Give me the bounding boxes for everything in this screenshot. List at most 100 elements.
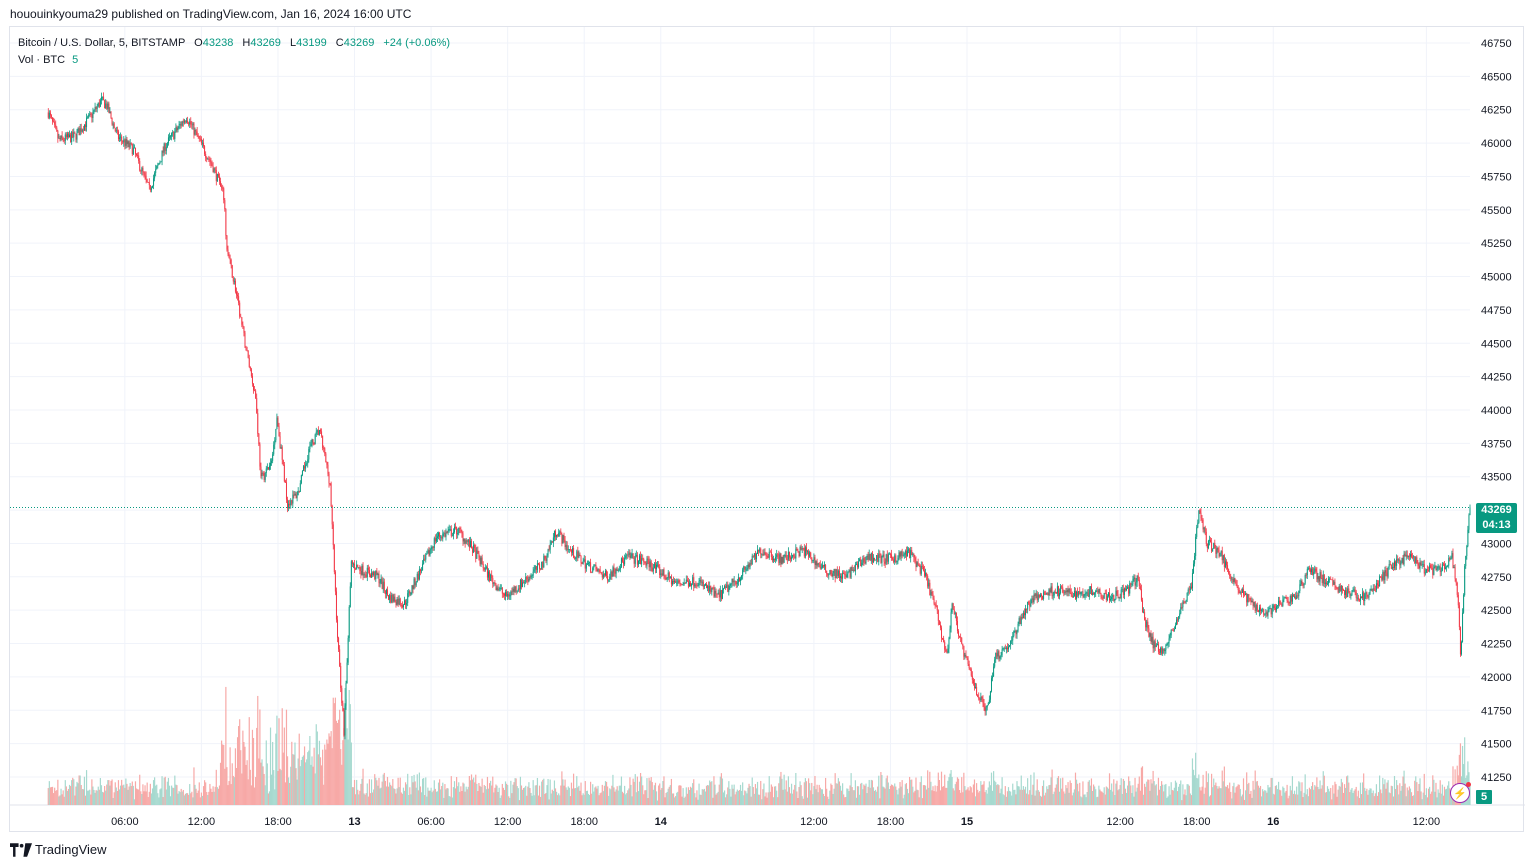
symbol-legend-row[interactable]: Bitcoin / U.S. Dollar, 5, BITSTAMP O4323… bbox=[18, 35, 450, 52]
volume-bar bbox=[862, 789, 864, 805]
candle-body bbox=[317, 430, 319, 435]
candle-body bbox=[1140, 589, 1142, 601]
candle-body bbox=[649, 561, 651, 568]
volume-bar bbox=[66, 790, 69, 805]
volume-bar bbox=[932, 786, 934, 805]
volume-bar bbox=[310, 764, 312, 805]
candle-body bbox=[992, 676, 994, 679]
candle-body bbox=[690, 582, 692, 587]
candle-body bbox=[338, 637, 340, 650]
volume-bar bbox=[144, 785, 146, 805]
volume-bar bbox=[1235, 787, 1237, 805]
candle-body bbox=[1318, 576, 1320, 582]
candle-body bbox=[813, 557, 815, 561]
candle-body bbox=[860, 559, 862, 567]
candle-body bbox=[475, 548, 477, 559]
candle-body bbox=[1407, 555, 1409, 558]
candle-body bbox=[283, 464, 285, 482]
candle-body bbox=[449, 529, 451, 530]
chart-pane[interactable]: 41250 41500 41750 42000 42250 42500 42750 43000… bbox=[9, 26, 1525, 833]
volume-bar bbox=[1283, 787, 1285, 805]
volume-bar bbox=[250, 785, 252, 805]
volume-bar bbox=[1152, 770, 1154, 805]
volume-bar bbox=[1035, 790, 1037, 805]
candle-body bbox=[961, 637, 963, 644]
volume-bar bbox=[1245, 790, 1247, 805]
volume-bar bbox=[262, 766, 264, 805]
volume-bar bbox=[168, 785, 171, 805]
candlestick-chart[interactable]: 4125041500417504200042250425004275043000… bbox=[10, 27, 1525, 833]
candle-body bbox=[174, 131, 176, 139]
volume-bar bbox=[625, 794, 627, 805]
candle-body bbox=[183, 120, 185, 123]
volume-bar bbox=[544, 793, 546, 805]
volume-bar bbox=[630, 784, 632, 805]
chart-legend: Bitcoin / U.S. Dollar, 5, BITSTAMP O4323… bbox=[18, 35, 450, 69]
candle-body bbox=[1182, 601, 1184, 608]
volume-bar bbox=[1170, 782, 1172, 805]
volume-bar bbox=[183, 795, 185, 805]
volume-bar bbox=[1182, 784, 1184, 805]
candle-body bbox=[592, 567, 594, 572]
volume-bar bbox=[212, 786, 214, 805]
candle-body bbox=[1379, 576, 1381, 587]
candle-body bbox=[625, 555, 627, 558]
candle-body bbox=[201, 142, 203, 144]
candle-body bbox=[912, 553, 914, 556]
candle-body bbox=[656, 564, 658, 570]
candle-body bbox=[1414, 556, 1416, 564]
candle-body bbox=[914, 557, 916, 561]
volume-bar bbox=[55, 790, 57, 805]
candle-body bbox=[49, 112, 51, 116]
candle-body bbox=[503, 593, 505, 596]
candle-body bbox=[1385, 570, 1387, 573]
volume-bar bbox=[1415, 776, 1417, 805]
y-axis-tick: 46250 bbox=[1481, 105, 1512, 117]
volume-bar bbox=[877, 786, 879, 805]
candle-body bbox=[56, 127, 58, 132]
volume-bar bbox=[1154, 785, 1156, 805]
tradingview-footer[interactable]: TradingView bbox=[10, 842, 107, 857]
candle-body bbox=[833, 568, 835, 574]
candle-body bbox=[519, 579, 521, 589]
volume-bar bbox=[179, 792, 181, 805]
candle-body bbox=[1225, 561, 1227, 566]
volume-bar bbox=[440, 789, 442, 805]
candle-body bbox=[393, 596, 395, 602]
volume-bar bbox=[760, 780, 762, 805]
volume-bar bbox=[192, 797, 194, 805]
volume-bar bbox=[937, 772, 939, 805]
volume-bar bbox=[763, 783, 765, 805]
volume-bar bbox=[1198, 774, 1200, 805]
volume-bar bbox=[75, 786, 77, 805]
candle-body bbox=[1245, 593, 1247, 596]
volume-bar bbox=[358, 794, 360, 805]
volume-bar bbox=[1270, 778, 1272, 805]
candle-body bbox=[402, 604, 404, 608]
candle-body bbox=[997, 651, 999, 657]
candle-body bbox=[634, 555, 636, 564]
volume-bar bbox=[295, 768, 297, 805]
candle-body bbox=[662, 569, 664, 576]
candle-body bbox=[1291, 594, 1293, 602]
volume-bar bbox=[1265, 790, 1267, 805]
candle-body bbox=[614, 572, 616, 574]
candle-body bbox=[146, 179, 148, 183]
volume-legend-row[interactable]: Vol · BTC 5 bbox=[18, 52, 450, 69]
lightning-icon[interactable]: ⚡ bbox=[1450, 783, 1470, 803]
candle-body bbox=[279, 436, 281, 448]
candle-body bbox=[1405, 554, 1407, 557]
volume-bar bbox=[465, 786, 467, 805]
volume-bar bbox=[739, 784, 742, 805]
candle-body bbox=[1463, 595, 1465, 613]
candle-body bbox=[529, 576, 531, 578]
candle-body bbox=[1025, 608, 1027, 616]
volume-bar bbox=[1223, 766, 1225, 805]
volume-bar bbox=[1364, 787, 1366, 805]
volume-bar bbox=[160, 788, 162, 805]
candle-body bbox=[362, 565, 364, 576]
volume-bar bbox=[1315, 786, 1317, 805]
volume-bar bbox=[961, 777, 963, 805]
volume-bar bbox=[498, 787, 500, 805]
candle-body bbox=[854, 564, 856, 572]
